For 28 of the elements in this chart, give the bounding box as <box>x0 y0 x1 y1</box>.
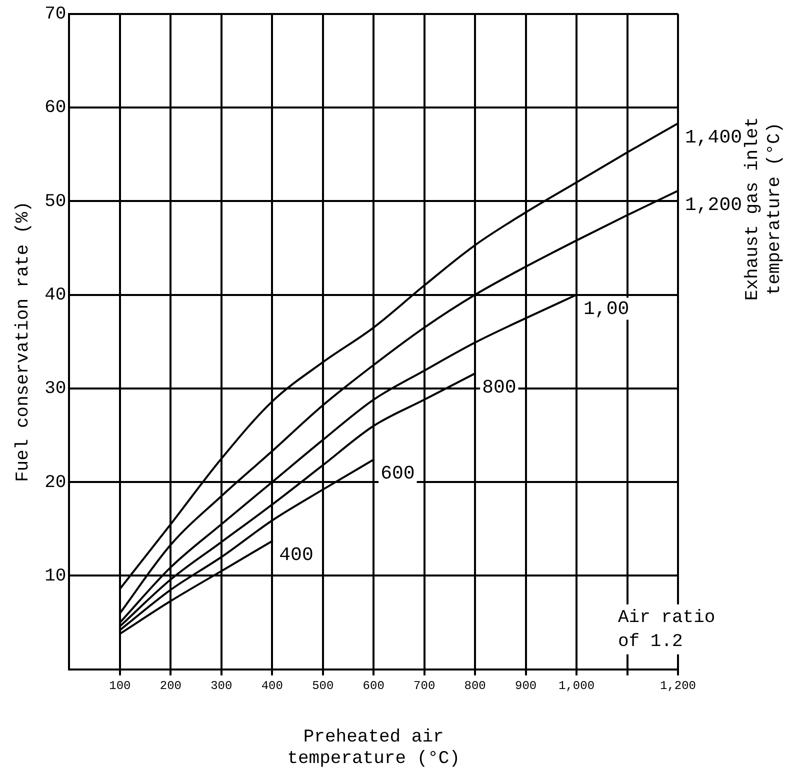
x-tick-label: 400 <box>261 678 283 693</box>
x-tick-label: 800 <box>464 678 486 693</box>
y-tick-label: 30 <box>44 379 66 400</box>
y-tick-label: 50 <box>44 192 66 212</box>
series-label: 1,00 <box>584 298 630 320</box>
y-tick-label: 70 <box>44 4 66 25</box>
x-tick-label: 500 <box>312 678 334 693</box>
x-tick-label: 700 <box>414 678 436 693</box>
x-tick-label: 200 <box>160 678 182 693</box>
x-tick-label: 1,000 <box>558 678 595 693</box>
y-tick-label: 40 <box>44 286 66 306</box>
series-label: 600 <box>380 462 415 485</box>
x-tick-label: 1,200 <box>660 678 696 693</box>
x-tick-label: 600 <box>362 678 384 693</box>
x-tick-label: 300 <box>210 678 232 693</box>
y-tick-label: 60 <box>44 98 66 118</box>
series-label: 1,200 <box>685 194 742 216</box>
y-tick-label: 20 <box>44 472 66 493</box>
y-tick-label: 10 <box>44 566 66 587</box>
legend-title: Exhaust gas inlet temperature (°C) <box>742 116 785 301</box>
x-tick-label: 100 <box>109 678 131 693</box>
series-label: 1,400 <box>685 126 742 148</box>
series-label: 400 <box>279 544 314 566</box>
annotation: Air ratio of 1.2 <box>618 608 716 652</box>
series-label: 800 <box>482 376 516 398</box>
x-axis-title: Preheated air temperature (°C) <box>287 727 460 769</box>
y-axis-title: Fuel conservation rate (%) <box>14 201 34 482</box>
x-tick-label: 900 <box>514 678 537 693</box>
